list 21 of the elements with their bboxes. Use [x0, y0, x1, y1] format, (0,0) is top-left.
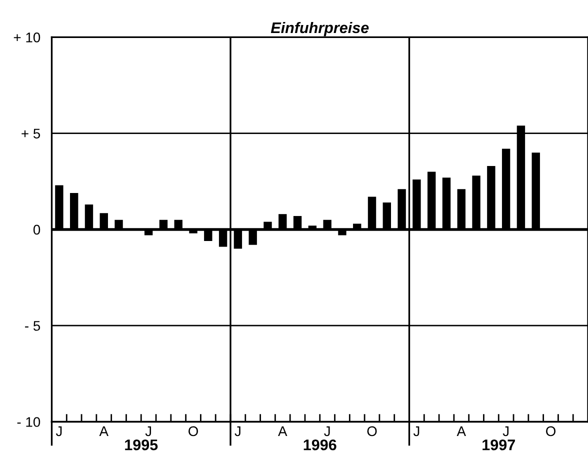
y-tick-label: - 10 [17, 417, 40, 427]
x-tick-label: O [367, 426, 377, 436]
y-tick-label: + 5 [22, 128, 40, 139]
x-tick-label: O [188, 426, 198, 436]
chart-title: Einfuhrpreise [270, 22, 369, 36]
x-tick-label: J [502, 426, 509, 436]
text: 1996 [304, 439, 336, 450]
x-tick-label: O [546, 426, 556, 436]
y-tick-label: 0 [33, 224, 40, 235]
x-tick-label: J [234, 426, 240, 436]
x-tick-label: J [145, 426, 152, 436]
x-tick-label: A [278, 426, 288, 436]
x-tick-label: J [56, 426, 62, 436]
y-tick-label: - 5 [25, 321, 40, 331]
x-tick-label: J [413, 426, 420, 436]
text: 1995 [125, 439, 158, 450]
y-tick-label: + 10 [14, 32, 40, 42]
x-tick-label: J [324, 426, 330, 436]
x-tick-label: A [99, 426, 108, 436]
x-tick-label: A [456, 426, 466, 436]
text: 1997 [482, 439, 515, 450]
